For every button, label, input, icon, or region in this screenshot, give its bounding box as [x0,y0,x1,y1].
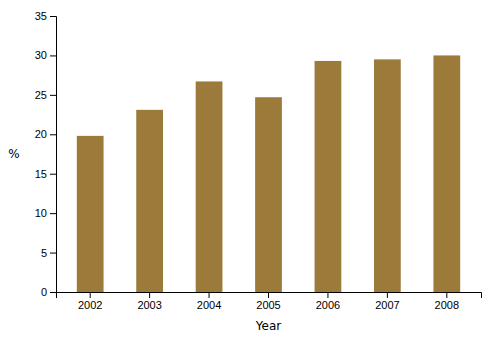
tick-label: 15 [35,168,47,180]
tick-mark [50,292,56,293]
tick: 2003 [137,292,161,311]
tick-mark [90,292,91,298]
tick-mark [50,134,56,135]
bar [433,55,460,292]
x-axis: 2002 2003 2004 2005 2006 2007 2008 [57,292,482,311]
plot: 2002 2003 2004 2005 2006 2007 2008 0 5 10 15 20 25 30… [35,10,482,311]
tick-mark [327,292,328,298]
tick-mark [50,16,56,17]
tick: 30 [35,49,56,61]
tick-mark [50,174,56,175]
bars [77,55,460,292]
tick: 35 [35,10,56,22]
chart: 2002 2003 2004 2005 2006 2007 2008 0 5 10 15 20 25 30… [0,0,497,340]
tick: 2008 [435,292,459,311]
tick-label: 2002 [78,299,102,311]
tick-label: 2008 [435,299,459,311]
bar [374,59,401,292]
tick: 2005 [256,292,280,311]
tick-label: 0 [41,286,47,298]
tick-mark [446,292,447,298]
tick-mark [50,55,56,56]
tick: 2002 [78,292,102,311]
tick: 20 [35,128,56,140]
tick: 5 [41,247,56,259]
tick-label: 20 [35,128,47,140]
bar [136,110,163,292]
y-axis: 0 5 10 15 20 25 30 35 [35,10,57,298]
tick-label: 2004 [197,299,221,311]
tick: 0 [41,286,56,298]
tick-mark [50,213,56,214]
tick: 25 [35,89,56,101]
x-axis-title: Year [255,319,281,333]
bar [77,136,104,292]
tick: 15 [35,168,56,180]
tick-mark [387,292,388,298]
tick-mark [209,292,210,298]
y-axis-title: % [8,147,19,161]
tick-label: 2005 [256,299,280,311]
tick-mark [50,253,56,254]
tick: 10 [35,207,56,219]
axis-line [57,293,482,299]
tick: 2007 [375,292,399,311]
axis-line [50,17,57,293]
tick-label: 35 [35,10,47,22]
bar [315,61,342,292]
bar [196,81,223,292]
tick-mark [149,292,150,298]
tick-label: 2006 [316,299,340,311]
tick-label: 30 [35,49,47,61]
tick-label: 2003 [137,299,161,311]
tick-mark [268,292,269,298]
tick: 2004 [197,292,221,311]
tick-label: 2007 [375,299,399,311]
tick: 2006 [316,292,340,311]
tick-label: 5 [41,247,47,259]
tick-label: 10 [35,207,47,219]
tick-label: 25 [35,89,47,101]
bar [255,97,282,292]
tick-mark [50,95,56,96]
